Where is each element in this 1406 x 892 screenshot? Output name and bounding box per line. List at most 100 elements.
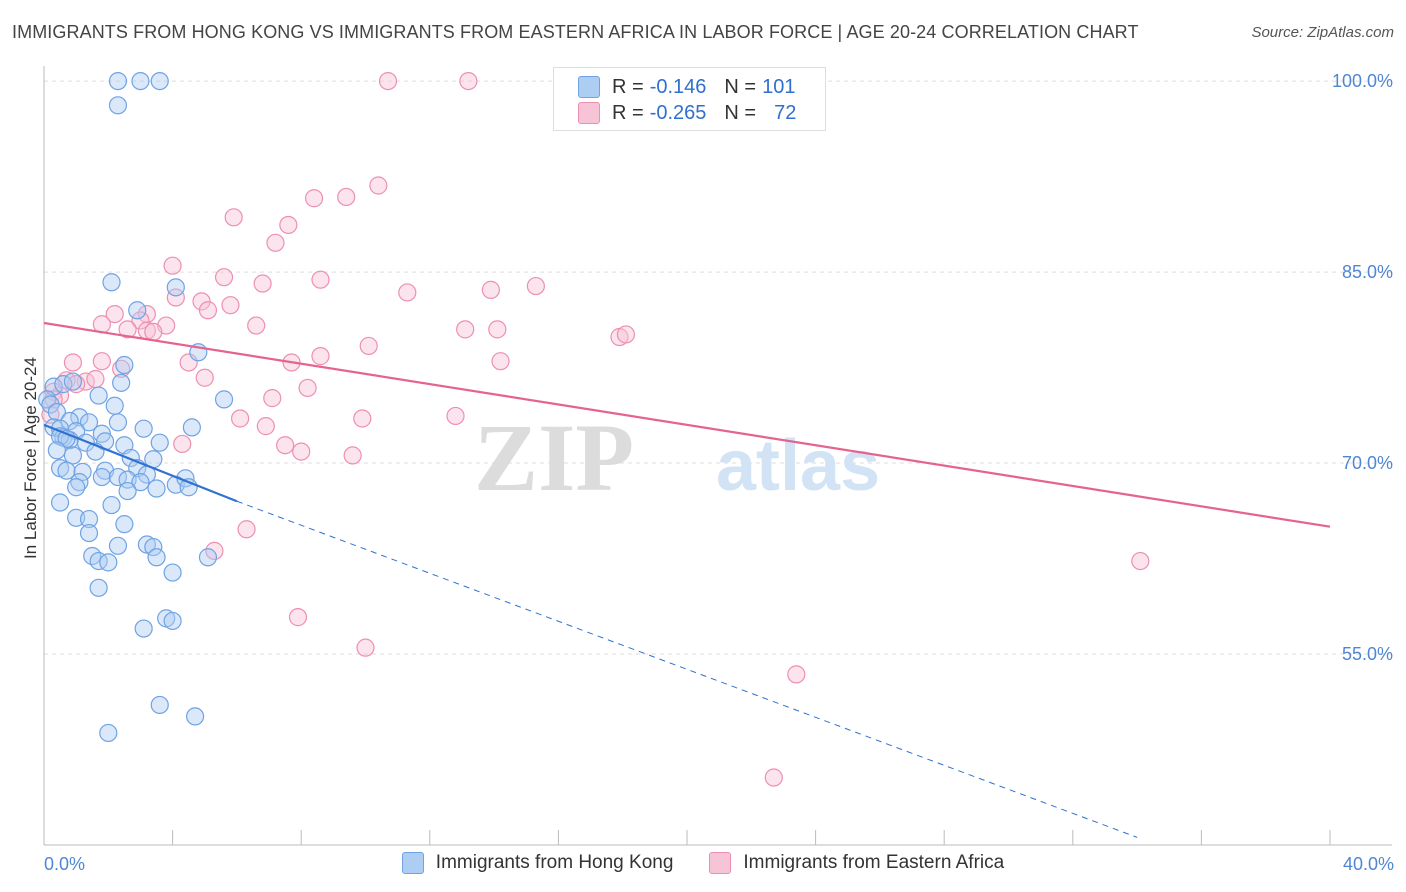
data-point-hong-kong xyxy=(134,619,153,638)
y-tick-labels: 55.0% 70.0% 85.0% 100.0% xyxy=(1332,71,1393,664)
data-point-eastern-africa xyxy=(488,320,507,339)
n-value: 72 xyxy=(774,101,797,124)
data-point-eastern-africa xyxy=(67,375,86,394)
data-point-eastern-africa xyxy=(288,608,308,627)
data-point-eastern-africa xyxy=(369,176,388,195)
data-point-hong-kong xyxy=(128,301,147,320)
data-point-hong-kong xyxy=(70,473,89,492)
y-tick-label: 70.0% xyxy=(1342,453,1393,473)
data-point-eastern-africa xyxy=(247,316,266,335)
chart-title: IMMIGRANTS FROM HONG KONG VS IMMIGRANTS … xyxy=(12,22,1139,42)
data-point-eastern-africa xyxy=(166,288,185,307)
data-point-hong-kong xyxy=(198,548,218,567)
data-point-hong-kong xyxy=(67,508,86,527)
data-point-hong-kong xyxy=(70,408,89,427)
legend-item-hong-kong[interactable]: Immigrants from Hong Kong xyxy=(401,852,673,874)
data-point-eastern-africa xyxy=(359,336,378,356)
data-point-eastern-africa xyxy=(356,638,375,657)
data-point-eastern-africa xyxy=(616,325,636,344)
r-value: -0.265 xyxy=(649,101,707,124)
trend-line-hong-kong-extrapolated xyxy=(236,500,1138,838)
data-point-eastern-africa xyxy=(163,256,182,275)
data-point-hong-kong xyxy=(79,523,99,543)
legend-label-eastern-africa: Immigrants from Eastern Africa xyxy=(743,852,1005,873)
data-point-hong-kong xyxy=(60,411,79,431)
data-point-hong-kong xyxy=(89,551,108,571)
data-point-eastern-africa xyxy=(787,665,806,684)
data-point-eastern-africa xyxy=(764,768,783,787)
swatch-eastern-africa xyxy=(578,102,600,124)
data-point-hong-kong xyxy=(67,478,86,497)
data-point-hong-kong xyxy=(73,462,92,482)
data-point-hong-kong xyxy=(134,419,153,438)
legend-item-eastern-africa[interactable]: Immigrants from Eastern Africa xyxy=(709,852,1004,874)
data-point-hong-kong xyxy=(99,553,118,572)
series-legend: Immigrants from Hong Kong Immigrants fro… xyxy=(0,852,1406,874)
data-point-eastern-africa xyxy=(279,215,298,235)
data-point-eastern-africa xyxy=(195,368,214,387)
data-point-hong-kong xyxy=(163,563,182,582)
data-point-eastern-africa xyxy=(198,301,218,320)
data-point-hong-kong xyxy=(182,418,201,437)
swatch-hong-kong xyxy=(578,76,600,98)
data-point-hong-kong xyxy=(89,578,108,597)
data-point-eastern-africa xyxy=(276,436,295,455)
x-tick-labels: 0.0% 40.0% xyxy=(44,854,1394,874)
watermark: ZIP atlas xyxy=(474,404,880,511)
data-point-hong-kong xyxy=(38,390,57,409)
data-point-eastern-africa xyxy=(446,406,465,426)
data-point-hong-kong xyxy=(150,71,169,91)
series-hong-kong-points xyxy=(38,71,234,743)
data-point-hong-kong xyxy=(41,395,60,414)
r-label: R = xyxy=(612,101,644,124)
trend-lines xyxy=(43,321,1331,838)
data-point-eastern-africa xyxy=(304,189,324,208)
data-point-hong-kong xyxy=(92,467,111,487)
data-point-eastern-africa xyxy=(221,296,240,315)
data-point-hong-kong xyxy=(150,433,169,452)
data-point-eastern-africa xyxy=(459,71,478,91)
data-point-eastern-africa xyxy=(144,322,163,342)
data-point-eastern-africa xyxy=(237,520,256,539)
data-point-hong-kong xyxy=(118,481,137,501)
data-point-eastern-africa xyxy=(398,283,417,302)
data-point-eastern-africa xyxy=(311,347,330,366)
y-tick-label: 100.0% xyxy=(1332,71,1393,91)
data-point-hong-kong xyxy=(163,611,182,631)
y-tick-label: 55.0% xyxy=(1342,644,1393,664)
data-point-eastern-africa xyxy=(491,352,510,371)
source-credit: Source: ZipAtlas.com xyxy=(1251,24,1394,41)
data-point-hong-kong xyxy=(108,71,128,91)
data-point-hong-kong xyxy=(166,278,185,297)
r-value: -0.146 xyxy=(649,75,707,98)
data-point-hong-kong xyxy=(214,390,234,409)
data-point-hong-kong xyxy=(79,509,99,529)
data-point-hong-kong xyxy=(57,461,76,480)
data-point-eastern-africa xyxy=(86,369,105,389)
data-point-hong-kong xyxy=(99,723,118,743)
watermark-zip: ZIP xyxy=(474,404,634,511)
data-point-eastern-africa xyxy=(456,320,475,339)
r-label: R = xyxy=(612,75,644,98)
data-point-eastern-africa xyxy=(353,409,372,428)
data-point-hong-kong xyxy=(144,537,163,557)
data-point-hong-kong xyxy=(50,493,70,512)
data-point-hong-kong xyxy=(131,71,150,91)
data-point-hong-kong xyxy=(147,548,166,567)
data-point-hong-kong xyxy=(102,495,121,515)
data-point-hong-kong xyxy=(108,96,128,115)
data-point-eastern-africa xyxy=(105,304,124,324)
data-point-eastern-africa xyxy=(253,274,272,293)
data-point-hong-kong xyxy=(131,473,150,492)
watermark-atlas: atlas xyxy=(716,426,880,506)
data-point-eastern-africa xyxy=(526,276,545,296)
correlation-legend: R = -0.146 N = 101 R = -0.265 N = 72 xyxy=(553,67,826,131)
trend-line-eastern-africa xyxy=(43,321,1331,528)
series-eastern-africa-points xyxy=(41,71,1150,787)
data-point-eastern-africa xyxy=(292,442,311,461)
data-point-eastern-africa xyxy=(63,353,83,372)
data-point-eastern-africa xyxy=(311,270,330,289)
data-point-eastern-africa xyxy=(1131,551,1150,571)
data-point-hong-kong xyxy=(108,536,128,555)
